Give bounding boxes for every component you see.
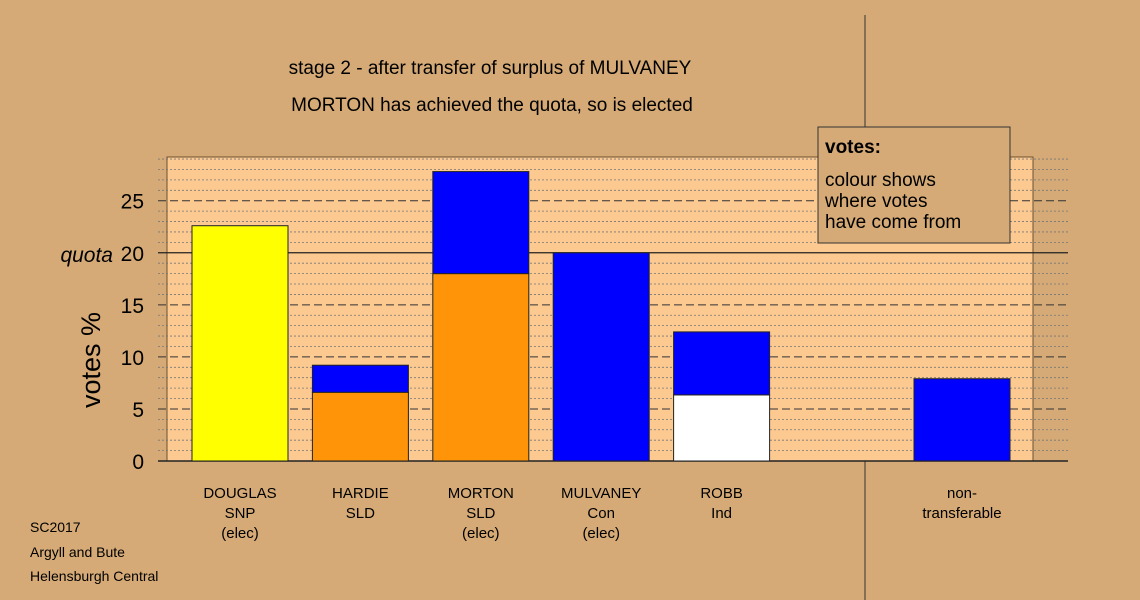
x-tick-label: Con xyxy=(587,505,615,522)
bar-segment xyxy=(552,252,650,462)
x-tick-label: (elec) xyxy=(462,525,500,542)
y-tick-label: 20 xyxy=(121,243,144,266)
x-tick-label: Ind xyxy=(711,505,732,522)
bar-segment xyxy=(673,394,771,462)
chart-subtitle: MORTON has achieved the quota, so is ele… xyxy=(291,95,693,116)
x-tick-label: SLD xyxy=(466,505,495,522)
x-tick-label: non- xyxy=(947,485,977,502)
x-tick-label: MULVANEY xyxy=(561,485,641,502)
footer-line: Argyll and Bute xyxy=(30,544,125,560)
x-tick-label: MORTON xyxy=(448,485,514,502)
y-tick-label: 0 xyxy=(132,451,144,474)
x-tick-label: SLD xyxy=(346,505,375,522)
x-tick-label: (elec) xyxy=(221,525,259,542)
bar-segment xyxy=(191,225,289,462)
legend-line: colour shows xyxy=(825,170,936,191)
legend-line: have come from xyxy=(825,212,961,233)
y-tick-label: 5 xyxy=(132,399,144,422)
bar-segment xyxy=(673,331,771,396)
footer-line: Helensburgh Central xyxy=(30,568,158,584)
quota-label: quota xyxy=(60,244,113,267)
footer-line: SC2017 xyxy=(30,519,81,535)
bar-segment xyxy=(432,273,530,462)
bar-segment xyxy=(432,171,530,275)
y-axis-label: votes % xyxy=(76,312,106,408)
bar-segment xyxy=(311,364,409,393)
x-tick-label: transferable xyxy=(922,505,1001,522)
chart-title: stage 2 - after transfer of surplus of M… xyxy=(289,58,692,79)
x-tick-label: SNP xyxy=(225,505,256,522)
x-tick-label: (elec) xyxy=(582,525,620,542)
legend-title: votes: xyxy=(825,137,881,158)
y-tick-label: 10 xyxy=(121,347,144,370)
x-tick-label: DOUGLAS xyxy=(203,485,276,502)
y-tick-label: 25 xyxy=(121,191,144,214)
x-tick-label: HARDIE xyxy=(332,485,389,502)
legend-line: where votes xyxy=(824,191,927,212)
x-tick-label: ROBB xyxy=(700,485,743,502)
y-tick-label: 15 xyxy=(121,295,144,318)
bar-segment xyxy=(913,378,1011,462)
bar-segment xyxy=(311,391,409,462)
legend: votes: colour shows where votes have com… xyxy=(817,126,1011,244)
